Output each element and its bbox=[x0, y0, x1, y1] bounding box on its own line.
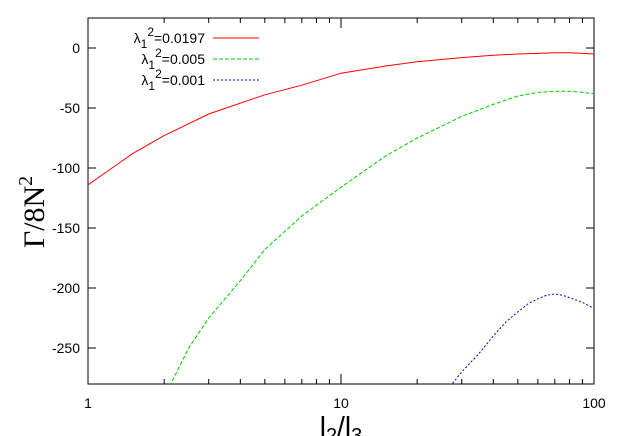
x-axis-label-a-sub: 2 bbox=[326, 425, 337, 436]
legend-lambda: λ bbox=[134, 30, 141, 46]
legend-sub: 1 bbox=[148, 58, 155, 72]
x-axis-label-b-sub: 3 bbox=[351, 425, 362, 436]
y-tick-label: -150 bbox=[52, 220, 80, 236]
legend-label-3: λ12=0.001 bbox=[141, 67, 205, 93]
legend-sup: 2 bbox=[147, 25, 154, 39]
y-axis-label-main: Γ/8N bbox=[18, 186, 51, 248]
y-axis-label-sup: 2 bbox=[15, 176, 37, 186]
legend-value: =0.001 bbox=[162, 72, 205, 88]
legend-label-1: λ12=0.0197 bbox=[134, 25, 206, 51]
series-line-3 bbox=[451, 293, 594, 384]
legend-sup: 2 bbox=[155, 46, 162, 60]
x-tick-label: 100 bbox=[582, 395, 606, 411]
legend-sub: 1 bbox=[141, 37, 148, 51]
y-axis-label: Γ/8N2 bbox=[15, 176, 51, 248]
y-tick-label: 0 bbox=[72, 40, 80, 56]
ticks-layer: 0 -50 -100 -150 -200 -250 1 10 100 bbox=[52, 18, 606, 411]
series-line-2 bbox=[170, 90, 594, 384]
legend-value: =0.005 bbox=[162, 51, 205, 67]
legend-lambda: λ bbox=[141, 72, 148, 88]
legend-sub: 1 bbox=[148, 79, 155, 93]
series-line-1 bbox=[88, 52, 594, 186]
legend-lambda: λ bbox=[141, 51, 148, 67]
legend-value: =0.0197 bbox=[154, 30, 205, 46]
series-layer bbox=[88, 52, 594, 384]
y-tick-label: -50 bbox=[60, 100, 80, 116]
y-tick-label: -250 bbox=[52, 340, 80, 356]
x-tick-label: 1 bbox=[84, 395, 92, 411]
x-axis-label-sep: /l bbox=[337, 411, 351, 436]
legend-label-2: λ12=0.005 bbox=[141, 46, 205, 72]
y-tick-label: -200 bbox=[52, 280, 80, 296]
x-axis-label: l2/l3 bbox=[320, 411, 362, 436]
x-tick-label: 10 bbox=[333, 395, 349, 411]
x-axis-label-a: l bbox=[320, 411, 326, 436]
legend-sup: 2 bbox=[155, 67, 162, 81]
y-tick-label: -100 bbox=[52, 160, 80, 176]
